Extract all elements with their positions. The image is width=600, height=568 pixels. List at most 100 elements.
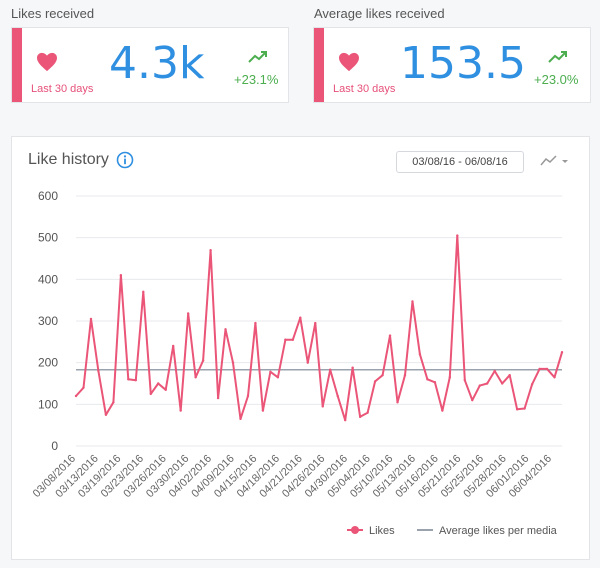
chart-type-selector[interactable] [540,153,572,169]
likes-point [321,405,324,408]
likes-point [157,382,160,385]
likes-point [164,388,167,391]
chevron-down-icon [562,160,568,163]
like-history-chart: 010020030040050060003/08/201603/13/20160… [31,189,564,537]
card-period: Last 30 days [333,83,396,95]
likes-point [269,370,272,374]
likes-point [291,338,295,341]
card-title: Likes received [11,6,95,21]
info-icon[interactable] [116,151,134,169]
likes-point [530,383,534,386]
card-accent-bar [12,28,22,102]
likes-point [201,359,205,362]
likes-point [306,361,309,364]
likes-received-card: Last 30 days 4.3k +23.1% [11,27,289,103]
likes-point [478,384,481,387]
likes-point [329,368,332,371]
average-likes-card: Last 30 days 153.5 +23.0% [313,27,591,103]
likes-point [493,369,496,373]
likes-point [276,376,280,379]
likes-point [441,409,444,412]
likes-point [486,382,489,385]
average-likes-value: 153.5 [400,38,526,89]
y-tick-label: 100 [38,397,58,411]
card-accent-bar [314,28,324,102]
card-title: Average likes received [314,6,445,21]
likes-point [381,373,384,377]
likes-point [299,316,302,319]
likes-point [254,321,257,325]
trend-value: +23.0% [534,72,579,87]
trend-value: +23.1% [234,72,279,87]
trend-up-icon [248,51,267,63]
likes-point [456,234,459,237]
likes-point [508,373,511,377]
likes-point [433,381,437,384]
likes-point [448,376,452,379]
heart-icon [339,52,359,72]
likes-point [351,366,354,369]
likes-point [246,394,250,398]
likes-point [261,409,265,412]
likes-point [239,417,242,421]
likes-point [366,411,369,414]
date-range-picker[interactable]: 03/08/16 - 06/08/16 [396,151,524,173]
likes-point [134,378,138,382]
likes-point [82,386,85,389]
likes-point [112,401,115,404]
y-tick-label: 200 [38,356,58,370]
likes-point [127,378,130,381]
likes-point [224,328,227,331]
likes-point [553,376,556,379]
likes-point [149,392,152,396]
likes-point [186,312,190,315]
likes-point [373,380,377,383]
y-tick-label: 600 [38,189,58,203]
likes-point [179,409,182,412]
likes-point [104,413,108,416]
likes-point [194,376,197,379]
legend-likes-label[interactable]: Likes [369,525,395,537]
legend-average-label[interactable]: Average likes per media [439,525,558,537]
likes-series-line [75,234,563,422]
likes-point [418,353,422,356]
likes-point [403,373,407,377]
y-tick-label: 0 [51,439,58,453]
likes-point [358,415,362,419]
average-likes-block: Average likes received [312,0,445,21]
likes-point [74,394,78,398]
y-tick-label: 300 [38,314,58,328]
like-history-card: 0 100 200 300 400 500 600 03/08/2016 03/13/2016 0… [11,136,590,560]
likes-point [471,398,474,402]
likes-point [411,300,414,303]
likes-point [515,408,519,411]
likes-point [142,290,145,294]
likes-point [89,317,93,321]
likes-point [231,361,235,364]
likes-point [396,401,399,404]
likes-point [209,248,212,252]
likes-value: 4.3k [109,38,205,89]
likes-point [97,369,100,373]
legend-likes-marker [351,526,359,534]
y-tick-label: 500 [38,231,58,245]
likes-point [538,367,541,371]
likes-point [216,396,220,400]
likes-point [463,378,466,382]
card-period: Last 30 days [31,83,94,95]
likes-point [426,378,429,381]
likes-point [119,273,123,277]
likes-point [172,344,175,348]
likes-point [545,367,549,371]
likes-received-block: Likes received [9,0,95,21]
likes-point [523,407,526,410]
likes-point [336,394,339,398]
likes-point [560,351,564,354]
y-tick-label: 400 [38,272,58,286]
trend-up-icon [548,51,567,63]
likes-point [314,321,317,325]
line-chart-icon [540,155,557,166]
likes-point [500,382,504,385]
likes-point [343,418,347,422]
likes-point [284,338,287,341]
